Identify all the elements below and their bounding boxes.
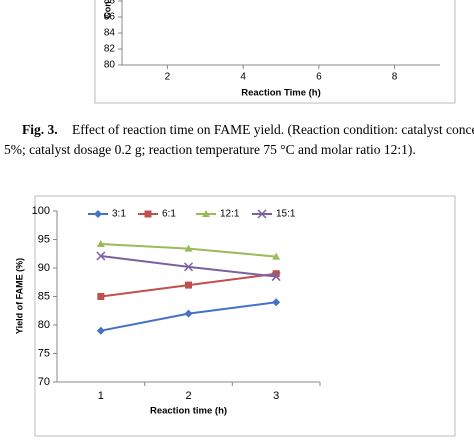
x-axis-label: Reaction Time (h) (241, 88, 321, 99)
x-tick-label: 4 (240, 72, 246, 83)
y-axis-label: Con (102, 1, 112, 19)
marker (96, 326, 105, 335)
marker (97, 293, 105, 300)
marker (96, 240, 105, 248)
y-tick-label: 100 (32, 205, 50, 217)
y-tick-label: 82 (104, 44, 116, 55)
marker (96, 251, 106, 261)
y-tick-label: 70 (38, 376, 50, 388)
y-tick-label: 84 (104, 28, 116, 39)
marker (184, 309, 193, 318)
caption-label: Fig. 3. (22, 122, 58, 137)
marker (184, 244, 193, 252)
marker (257, 209, 267, 219)
y-tick-label: 95 (38, 233, 50, 245)
x-tick-label: 8 (392, 72, 398, 83)
marker (272, 252, 281, 260)
y-tick-label: 86 (104, 12, 116, 23)
x-tick-label: 2 (185, 390, 191, 402)
marker (202, 210, 210, 217)
marker (94, 210, 102, 218)
legend-label: 6:1 (162, 209, 176, 220)
caption-line: Effect of reaction time on FAME yield. (… (72, 122, 474, 137)
marker (272, 298, 281, 307)
y-tick-label: 90 (38, 262, 50, 274)
x-tick-label: 1 (98, 390, 104, 402)
y-axis-label: Yield of FAME (%) (14, 258, 24, 334)
x-tick-label: 2 (165, 72, 171, 83)
y-tick-label: 75 (38, 347, 50, 359)
y-tick-label: 80 (104, 60, 116, 71)
marker (183, 262, 194, 272)
y-tick-label: 88 (104, 0, 116, 7)
legend-label: 12:1 (220, 209, 240, 220)
x-tick-label: 6 (316, 72, 322, 83)
chart-frame (34, 195, 456, 437)
x-axis-label: Reaction time (h) (150, 406, 227, 417)
chart-frame (94, 0, 456, 104)
marker (144, 210, 152, 218)
legend-label: 3:1 (112, 209, 126, 220)
x-tick-label: 3 (273, 390, 279, 402)
marker (185, 281, 192, 289)
caption-line: 5%; catalyst dosage 0.2 g; reaction temp… (4, 142, 416, 157)
y-tick-label: 85 (38, 290, 50, 302)
marker (271, 272, 281, 282)
marker (272, 270, 280, 278)
legend-label: 15:1 (276, 209, 296, 220)
y-tick-label: 80 (38, 319, 50, 331)
